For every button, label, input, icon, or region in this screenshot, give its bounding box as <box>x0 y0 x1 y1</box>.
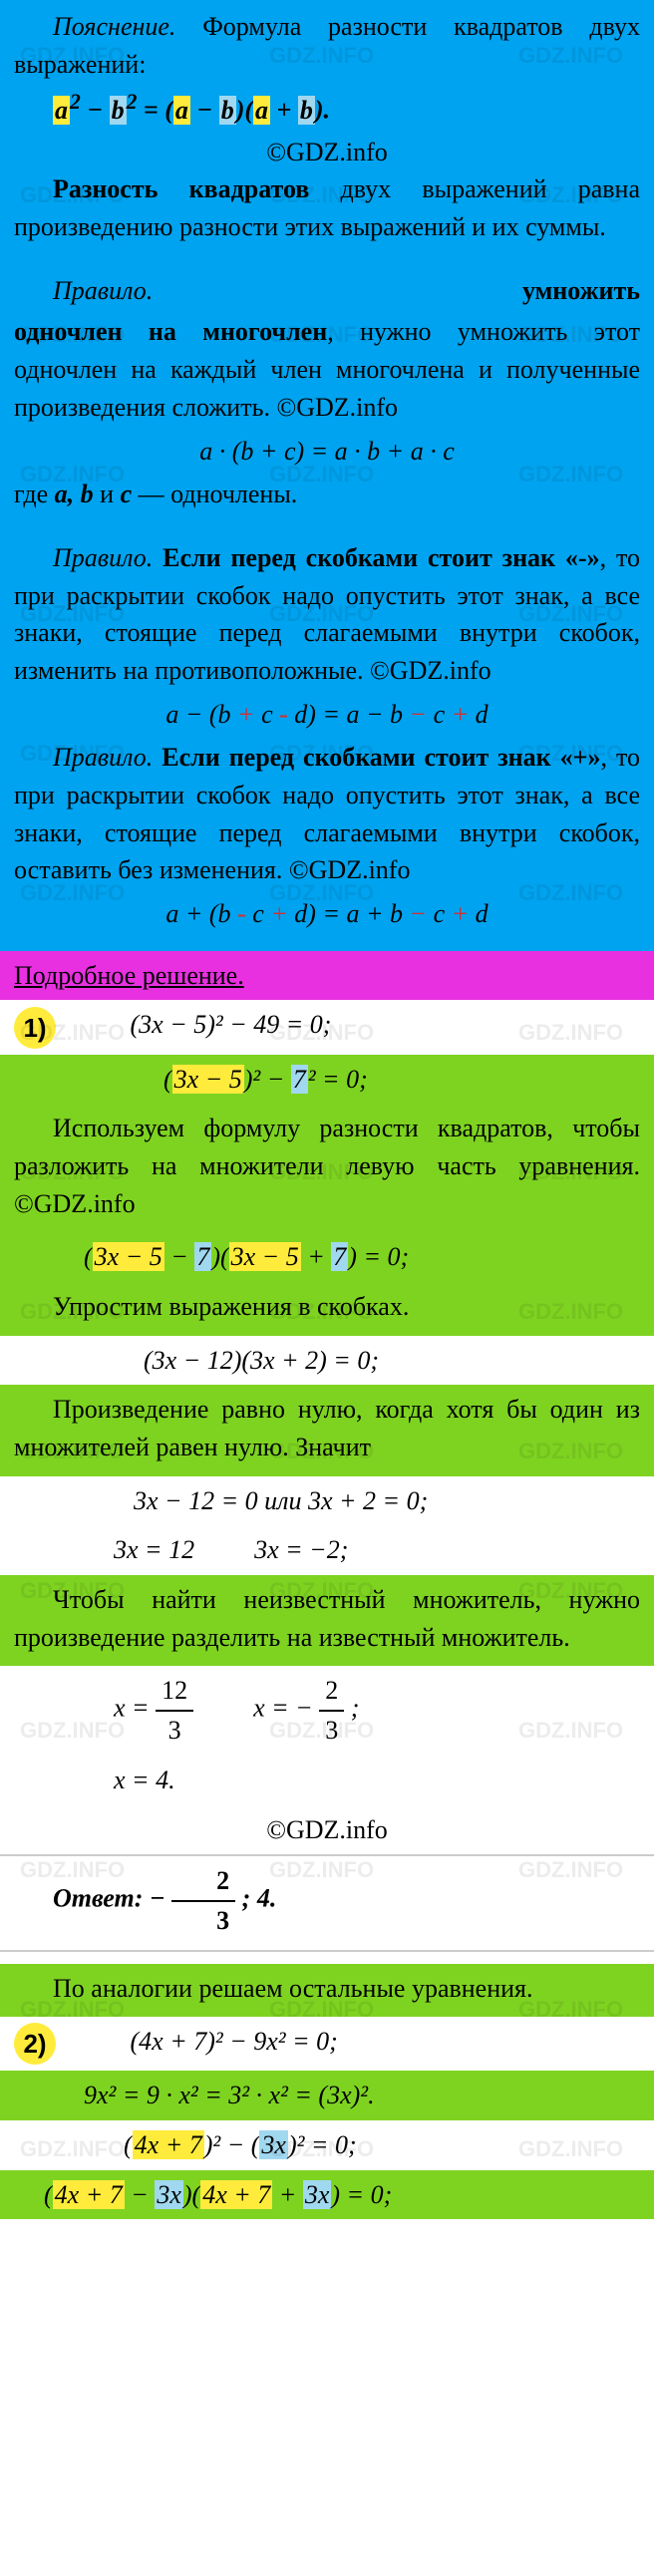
diff-sq-formula: a2 − b2 = (a − b)(a + b). <box>14 87 640 129</box>
p1-simp: (3x − 12)(3x + 2) = 0; <box>0 1336 654 1386</box>
p1-eq-or: 3x − 12 = 0 или 3x + 2 = 0; <box>0 1476 654 1526</box>
poyasnenie-para: Пояснение. Формула разности квадратов дв… <box>14 8 640 83</box>
diff-sq-text: Разность квадратов двух выражений равна … <box>14 170 640 245</box>
mult-formula: a · (b + c) = a · b + a · c <box>14 433 640 471</box>
p1-x-frac: x = 123 x = − 23 ; <box>0 1666 654 1755</box>
analogy-text: По аналогии решаем остальные уравнения. <box>0 1964 654 2018</box>
p1-num: 1) <box>14 1007 56 1049</box>
detailed-solution-label: Подробное решение. <box>14 961 244 990</box>
p1-line1: (3x − 5)² − 49 = 0; <box>131 1010 332 1039</box>
sep <box>0 1950 654 1964</box>
p1-x-final: x = 4. <box>0 1756 654 1805</box>
formula-b: b <box>110 96 127 125</box>
p1-text4: Чтобы найти неизвестный множитель, нужно… <box>0 1575 654 1666</box>
p1-text2: Упростим выражения в скобках. <box>0 1282 654 1336</box>
copyright-2: ©GDZ.info <box>0 1805 654 1855</box>
plus-formula: a + (b - c + d) = a + b − c + d <box>14 895 640 933</box>
minus-formula: a − (b + c - d) = a − b − c + d <box>14 696 640 734</box>
p2-line3: (4x + 7)² − (3x)² = 0; <box>0 2120 654 2170</box>
p2-num: 2) <box>14 2023 56 2065</box>
explanation-block: Пояснение. Формула разности квадратов дв… <box>0 0 654 951</box>
mult-where: где a, b и c — одночлены. <box>14 476 640 513</box>
mult-rule-body: одночлен на многочлен, нужно умножить эт… <box>14 313 640 426</box>
p2-line4: (4x + 7 − 3x)(4x + 7 + 3x) = 0; <box>0 2170 654 2220</box>
p1-eq-pair: 3x = 12 3x = −2; <box>0 1525 654 1575</box>
p1-answer: Ответ: − 23 ; 4. <box>0 1854 654 1949</box>
p2-line2: 9x² = 9 · x² = 3² · x² = (3x)². <box>0 2071 654 2120</box>
minus-rule: Правило. Если перед скобками стоит знак … <box>14 539 640 690</box>
p2-line1: (4x + 7)² − 9x² = 0; <box>131 2027 338 2056</box>
detailed-solution-header: Подробное решение. <box>0 951 654 1001</box>
copyright-1: ©GDZ.info <box>14 134 640 171</box>
plus-rule: Правило. Если перед скобками стоит знак … <box>14 739 640 889</box>
p1-line2: (3x − 5)² − 7² = 0; <box>0 1055 654 1105</box>
formula-a: a <box>53 96 70 125</box>
p1-fact: (3x − 5 − 7)(3x − 5 + 7) = 0; <box>0 1232 654 1282</box>
p2-header: 2) (4x + 7)² − 9x² = 0; <box>0 2017 654 2071</box>
poyasnenie-label: Пояснение. <box>53 12 175 41</box>
p1-text1: Используем формулу разности квадратов, ч… <box>0 1104 654 1232</box>
p1-text3: Произведение равно нулю, когда хотя бы о… <box>0 1385 654 1475</box>
mult-rule: Правило. умножить Чтобы , нужно умножить… <box>14 272 640 310</box>
p1-header: 1) (3x − 5)² − 49 = 0; <box>0 1000 654 1054</box>
